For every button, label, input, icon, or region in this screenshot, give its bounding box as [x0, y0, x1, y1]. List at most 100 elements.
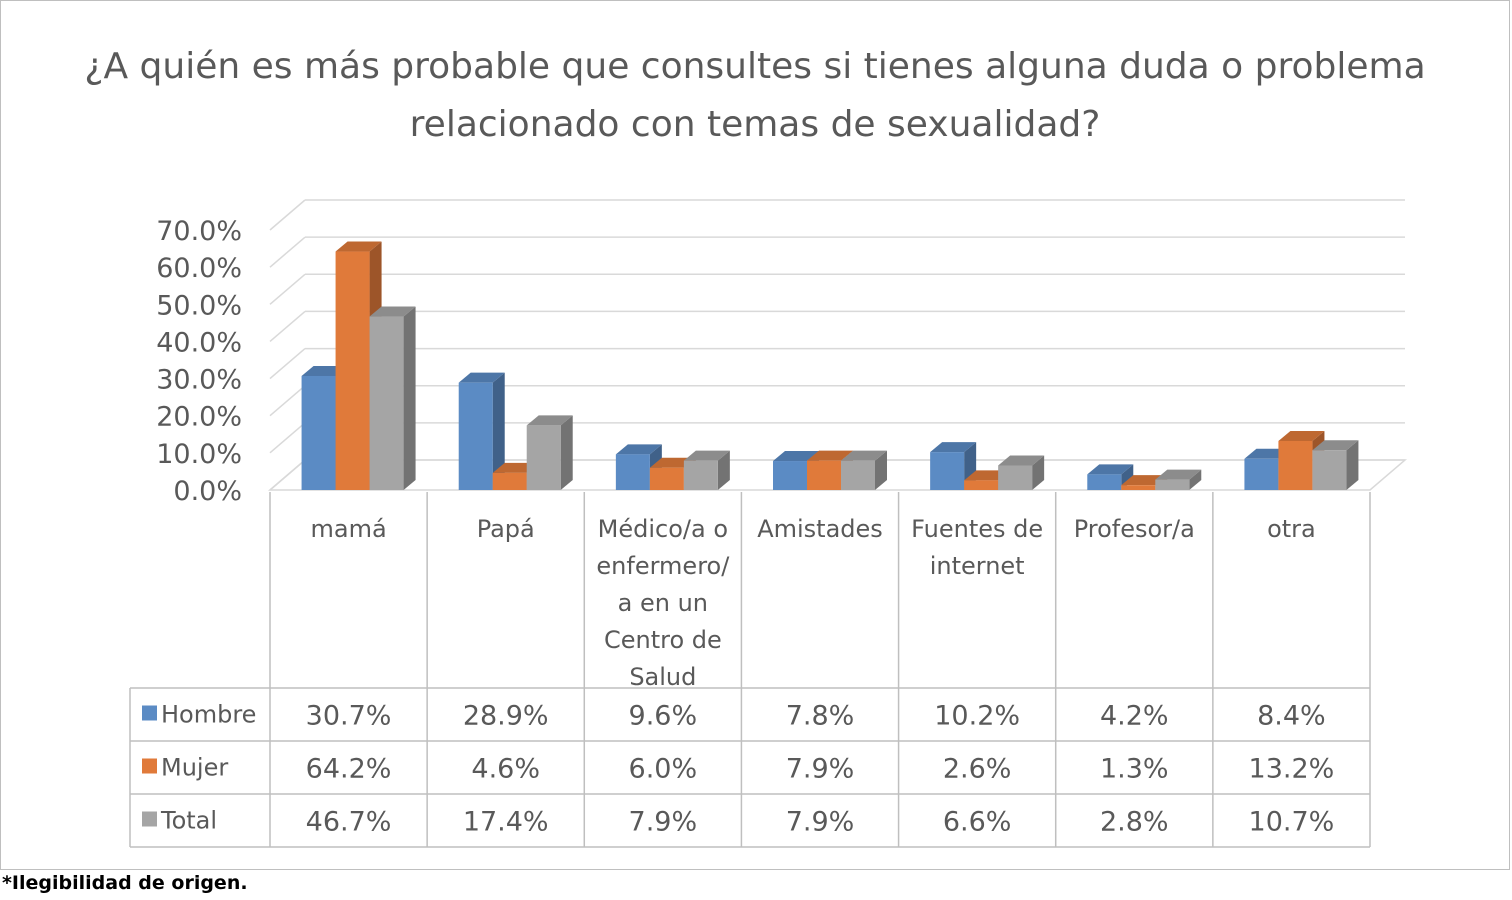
bar-total	[1155, 479, 1190, 490]
gridline-side	[269, 348, 306, 380]
data-label: 10.2%	[934, 701, 1020, 732]
bar-mujer	[807, 460, 841, 490]
y-tick-label: 60.0%	[156, 253, 242, 284]
category-label: otra	[1267, 515, 1316, 543]
y-tick-label: 0.0%	[173, 476, 242, 507]
category-label: Médico/a o	[598, 515, 728, 543]
bar-hombre	[1087, 474, 1122, 490]
chart-title: ¿A quién es más probable que consultes s…	[84, 46, 1426, 145]
bar-total	[683, 460, 718, 490]
data-label: 4.6%	[471, 754, 540, 785]
data-label: 6.0%	[629, 754, 698, 785]
legend-label: Hombre	[161, 701, 256, 729]
gridline-side	[269, 385, 306, 417]
bar-top	[526, 415, 573, 426]
bar-hombre	[773, 461, 807, 490]
bar-hombre	[1244, 458, 1279, 490]
data-label: 13.2%	[1249, 754, 1335, 785]
data-label: 6.6%	[943, 807, 1012, 838]
category-label: Papá	[477, 515, 535, 543]
data-label: 9.6%	[629, 701, 698, 732]
data-label: 30.7%	[306, 701, 392, 732]
bar-mujer	[649, 467, 684, 490]
category-label: Profesor/a	[1074, 515, 1195, 543]
bar-top	[1087, 464, 1134, 475]
footnote: *Ilegibilidad de origen.	[2, 872, 248, 894]
legend-key-hombre	[142, 705, 157, 721]
category-label: a en un	[618, 589, 708, 617]
bar-hombre	[615, 454, 650, 490]
gridline-side	[269, 310, 306, 342]
bar-top	[841, 450, 887, 461]
y-tick-label: 30.0%	[156, 365, 242, 396]
bar-hombre	[930, 452, 965, 490]
category-label: enfermero/	[596, 552, 730, 580]
bar-top	[683, 450, 730, 461]
bar-mujer	[335, 251, 370, 490]
bar-side	[875, 450, 887, 490]
bar-total	[369, 316, 404, 490]
category-label: internet	[930, 552, 1025, 580]
data-label: 7.8%	[786, 701, 855, 732]
bar-total	[998, 465, 1033, 490]
bar-top	[1278, 430, 1325, 441]
legend-label: Mujer	[161, 754, 228, 782]
legend-key-mujer	[142, 758, 157, 774]
category-label: Amistades	[757, 515, 883, 543]
bar-hombre	[458, 382, 493, 490]
bar-mujer	[1121, 485, 1156, 490]
bar-side	[1032, 455, 1045, 490]
y-tick-label: 70.0%	[156, 216, 242, 247]
bar-side	[403, 306, 416, 490]
legend-key-total	[142, 811, 157, 827]
category-label: Fuentes de	[911, 515, 1043, 543]
bar-mujer	[1278, 440, 1313, 490]
bar-top	[1312, 440, 1359, 451]
bar-top	[998, 455, 1045, 466]
data-label: 4.2%	[1100, 701, 1169, 732]
data-label: 7.9%	[629, 807, 698, 838]
data-label: 2.8%	[1100, 807, 1169, 838]
bar-top	[615, 444, 662, 455]
y-tick-label: 10.0%	[156, 439, 242, 470]
data-label: 8.4%	[1257, 701, 1326, 732]
data-label: 7.9%	[786, 807, 855, 838]
bar-total	[526, 425, 561, 490]
bar-top	[773, 451, 819, 462]
bar-top	[930, 442, 977, 453]
category-label: Salud	[629, 663, 696, 691]
bar-side	[1189, 469, 1202, 490]
data-label: 46.7%	[306, 807, 392, 838]
bar-top	[335, 241, 382, 252]
gridline-side	[269, 422, 306, 454]
bar-top	[458, 372, 505, 383]
gridline-side	[269, 273, 306, 305]
bar-side	[492, 372, 505, 490]
data-label: 28.9%	[463, 701, 549, 732]
data-label: 17.4%	[463, 807, 549, 838]
gridline-side	[269, 199, 306, 231]
y-tick-label: 40.0%	[156, 327, 242, 358]
gridline-side	[269, 236, 306, 268]
bar-side	[717, 450, 730, 490]
data-label: 7.9%	[786, 754, 855, 785]
data-label: 1.3%	[1100, 754, 1169, 785]
bar-top	[369, 306, 416, 317]
chart-frame	[0, 0, 1510, 870]
category-label: Centro de	[604, 626, 722, 654]
bar-mujer	[492, 472, 527, 490]
data-label: 2.6%	[943, 754, 1012, 785]
bar-top	[1155, 469, 1202, 480]
chart-plot: 70.0% 60.0% 50.0% 40.0% 30.0% 20.0% 10.0% 0.0% m…	[129, 199, 1408, 848]
bar-total	[841, 460, 875, 490]
y-tick-label: 20.0%	[156, 402, 242, 433]
bar-mujer	[964, 480, 999, 490]
bar-total	[1312, 450, 1347, 490]
data-label: 64.2%	[306, 754, 392, 785]
category-label: mamá	[310, 515, 386, 543]
bar-hombre	[301, 375, 336, 490]
legend-label: Total	[160, 807, 217, 835]
bar-top	[807, 450, 853, 461]
y-tick-label: 50.0%	[156, 290, 242, 321]
bar-side	[560, 415, 573, 490]
